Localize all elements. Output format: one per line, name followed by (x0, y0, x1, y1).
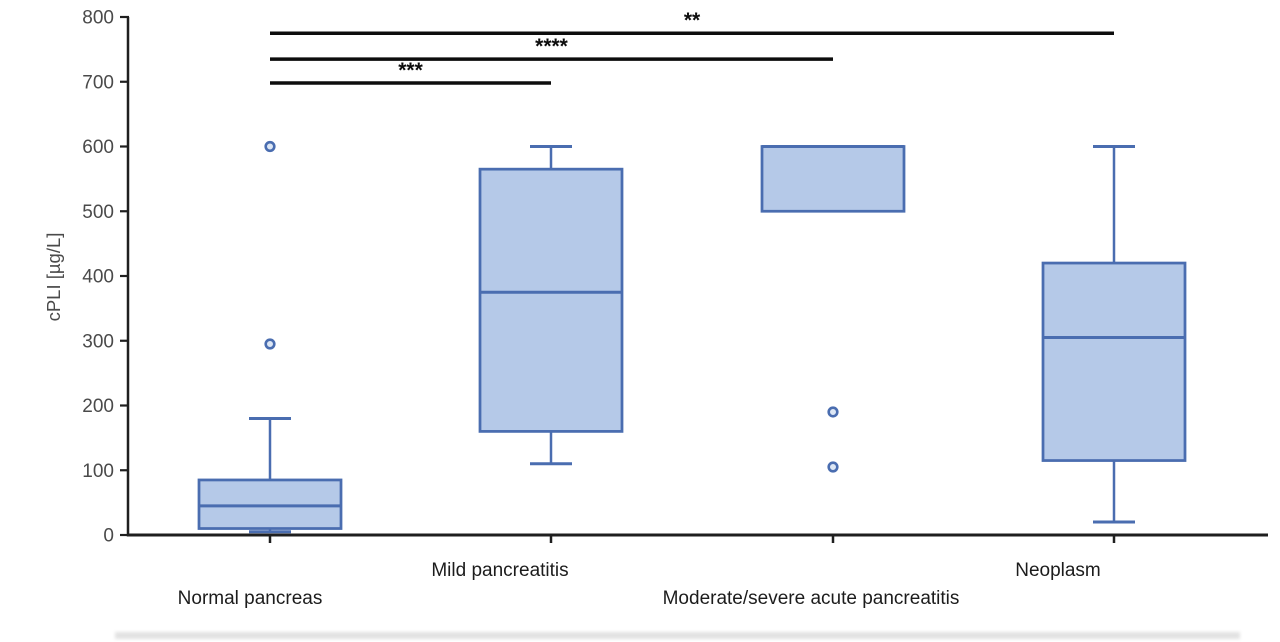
outlier-point (827, 406, 839, 418)
box-neoplasm (1041, 145, 1187, 524)
box-mild-pancreatitis (478, 145, 624, 466)
significance-label: **** (535, 35, 569, 58)
cropped-caption-artifact (115, 632, 1240, 639)
axes-layer: 0 100 200 300 400 500 600 700 800 (82, 8, 1268, 547)
y-tick-label: 100 (82, 461, 114, 482)
iqr-box (197, 478, 343, 530)
significance-label: ** (684, 9, 701, 32)
y-tick-label: 200 (82, 396, 114, 417)
x-category-label: Moderate/severe acute pancreatitis (663, 588, 960, 609)
y-tick-label: 300 (82, 331, 114, 352)
outlier-point (264, 338, 276, 350)
significance-label: *** (398, 59, 423, 82)
x-category-label: Neoplasm (1015, 560, 1101, 581)
y-tick-label: 500 (82, 202, 114, 223)
x-category-label: Mild pancreatitis (431, 560, 568, 581)
outlier-point (264, 140, 276, 153)
iqr-box (478, 167, 624, 433)
y-tick-label: 600 (82, 137, 114, 158)
box-normal-pancreas (197, 140, 343, 534)
y-tick-label: 800 (82, 8, 114, 29)
artifact-layer (115, 632, 1240, 639)
box-moderate-severe-acute-pancreatitis (760, 145, 906, 473)
labels-layer: Normal pancreas Mild pancreatitis Moderate… (43, 233, 1101, 609)
outlier-point (827, 461, 839, 473)
iqr-box (760, 145, 906, 213)
significance-layer: ********* (270, 9, 1114, 85)
boxes-layer (197, 140, 1187, 534)
y-axis-title: cPLI [µg/L] (43, 233, 64, 322)
y-tick-label: 700 (82, 72, 114, 93)
y-tick-label: 400 (82, 267, 114, 288)
iqr-box (1041, 261, 1187, 462)
y-tick-label: 0 (103, 526, 114, 547)
x-category-label: Normal pancreas (178, 588, 323, 609)
